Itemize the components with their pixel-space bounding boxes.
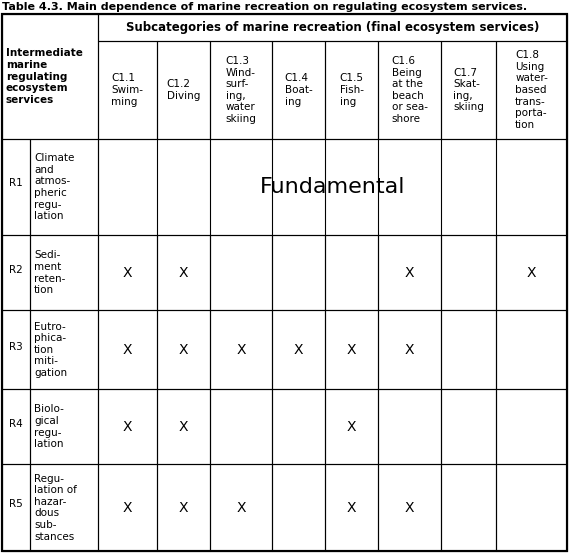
Text: C1.4
Boat-
ing: C1.4 Boat- ing (284, 74, 312, 107)
Text: C1.1
Swim-
ming: C1.1 Swim- ming (112, 74, 143, 107)
Text: Intermediate
marine
regulating
ecosystem
services: Intermediate marine regulating ecosystem… (6, 48, 83, 105)
Text: X: X (123, 500, 132, 515)
Bar (496, 465, 567, 551)
Bar (98, 14, 567, 41)
Bar (210, 236, 272, 310)
Bar (441, 236, 496, 310)
Bar (2, 389, 30, 465)
Text: Biolo-
gical
regu-
lation: Biolo- gical regu- lation (34, 404, 64, 449)
Bar (325, 236, 378, 310)
Text: X: X (179, 420, 188, 434)
Text: R1: R1 (9, 178, 23, 187)
Bar (378, 236, 441, 310)
Bar (378, 41, 441, 139)
Bar (210, 389, 272, 465)
Text: X: X (123, 343, 132, 357)
Bar (210, 41, 272, 139)
Bar (441, 310, 496, 389)
Text: Climate
and
atmos-
pheric
regu-
lation: Climate and atmos- pheric regu- lation (34, 153, 75, 221)
Bar (98, 389, 157, 465)
Text: C1.3
Wind-
surf-
ing,
water
skiing: C1.3 Wind- surf- ing, water skiing (225, 56, 257, 124)
Bar (378, 389, 441, 465)
Bar (378, 465, 441, 551)
Bar (325, 465, 378, 551)
Text: X: X (179, 343, 188, 357)
Text: R5: R5 (9, 499, 23, 509)
Text: Subcategories of marine recreation (final ecosystem services): Subcategories of marine recreation (fina… (126, 21, 539, 34)
Bar (157, 236, 210, 310)
Text: X: X (236, 500, 246, 515)
Bar (30, 465, 98, 551)
Bar (2, 465, 30, 551)
Text: Table 4.3. Main dependence of marine recreation on regulating ecosystem services: Table 4.3. Main dependence of marine rec… (2, 2, 527, 12)
Bar (496, 389, 567, 465)
Bar (98, 310, 157, 389)
Text: X: X (405, 266, 414, 280)
Text: X: X (405, 343, 414, 357)
Bar (2, 310, 30, 389)
Bar (157, 41, 210, 139)
Bar (2, 236, 30, 310)
Text: X: X (347, 420, 356, 434)
Bar (272, 310, 325, 389)
Text: X: X (294, 343, 303, 357)
Bar (30, 310, 98, 389)
Text: X: X (405, 500, 414, 515)
Text: X: X (347, 343, 356, 357)
Text: X: X (179, 500, 188, 515)
Bar (98, 236, 157, 310)
Bar (272, 41, 325, 139)
Bar (325, 41, 378, 139)
Bar (378, 310, 441, 389)
Bar (441, 465, 496, 551)
Text: X: X (123, 266, 132, 280)
Bar (157, 310, 210, 389)
Bar (496, 41, 567, 139)
Bar (441, 41, 496, 139)
Text: R2: R2 (9, 265, 23, 275)
Text: C1.5
Fish-
ing: C1.5 Fish- ing (340, 74, 364, 107)
Bar (98, 139, 567, 236)
Bar (325, 389, 378, 465)
Bar (272, 236, 325, 310)
Bar (210, 310, 272, 389)
Bar (210, 465, 272, 551)
Text: C1.2
Diving: C1.2 Diving (167, 79, 200, 101)
Bar (30, 236, 98, 310)
Bar (496, 310, 567, 389)
Text: Regu-
lation of
hazar-
dous
sub-
stances: Regu- lation of hazar- dous sub- stances (34, 474, 77, 542)
Text: Eutro-
phica-
tion
miti-
gation: Eutro- phica- tion miti- gation (34, 322, 67, 378)
Text: X: X (179, 266, 188, 280)
Bar (272, 465, 325, 551)
Bar (98, 465, 157, 551)
Bar (441, 389, 496, 465)
Text: Sedi-
ment
reten-
tion: Sedi- ment reten- tion (34, 251, 65, 295)
Bar (496, 236, 567, 310)
Text: X: X (123, 420, 132, 434)
Text: C1.7
Skat-
ing,
skiing: C1.7 Skat- ing, skiing (453, 67, 484, 112)
Bar (2, 14, 98, 139)
Bar (98, 41, 157, 139)
Text: C1.8
Using
water-
based
trans-
porta-
tion: C1.8 Using water- based trans- porta- ti… (515, 50, 548, 130)
Text: X: X (236, 343, 246, 357)
Bar (30, 389, 98, 465)
Bar (30, 139, 98, 236)
Text: C1.6
Being
at the
beach
or sea-
shore: C1.6 Being at the beach or sea- shore (391, 56, 427, 124)
Bar (325, 310, 378, 389)
Text: R3: R3 (9, 342, 23, 352)
Bar (157, 465, 210, 551)
Text: R4: R4 (9, 419, 23, 429)
Text: X: X (527, 266, 536, 280)
Text: X: X (347, 500, 356, 515)
Text: Fundamental: Fundamental (260, 177, 405, 197)
Bar (272, 389, 325, 465)
Bar (2, 139, 30, 236)
Bar (157, 389, 210, 465)
